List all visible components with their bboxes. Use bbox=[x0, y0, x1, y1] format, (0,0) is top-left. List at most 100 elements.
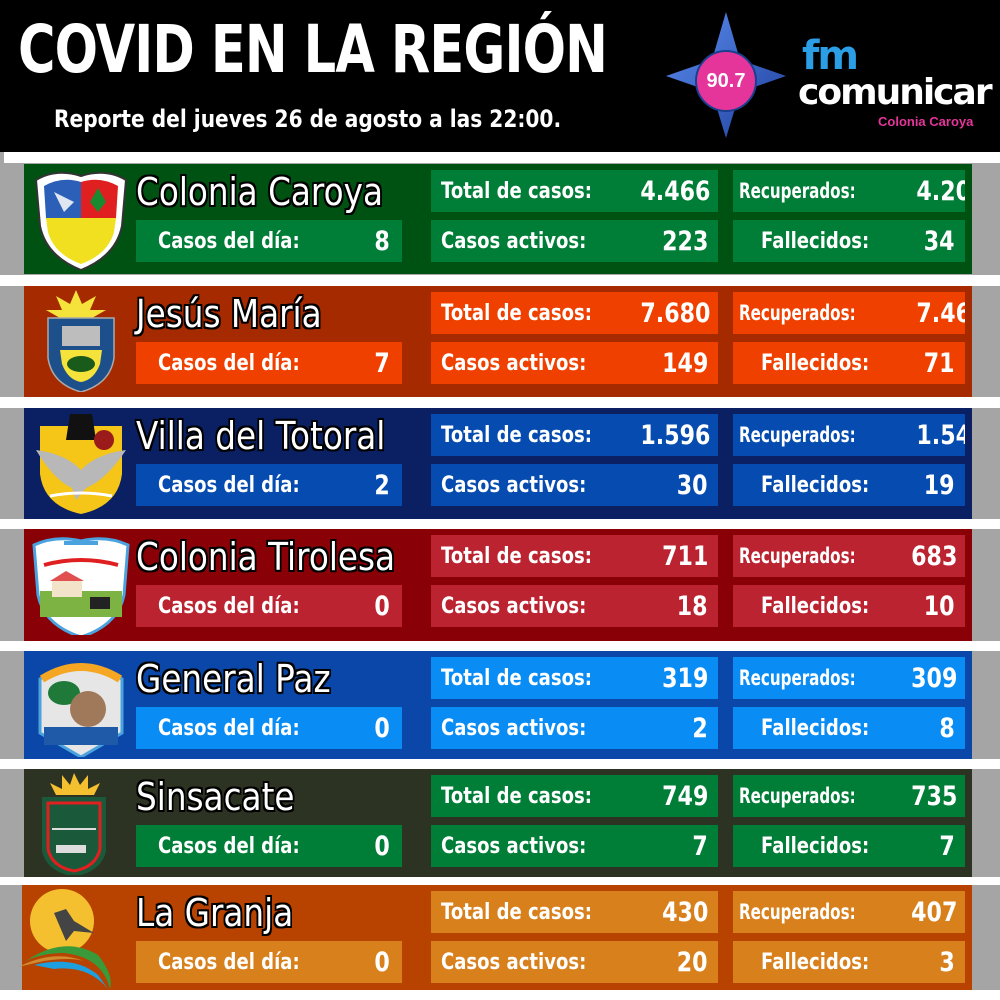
deaths-label: Fallecidos: bbox=[761, 350, 870, 376]
jesus-maria-crest-icon bbox=[46, 290, 115, 392]
recovered-label: Recuperados: bbox=[739, 666, 856, 690]
daily-cases-box: Casos del día: 0 bbox=[136, 585, 402, 627]
active-cases-label: Casos activos: bbox=[441, 593, 587, 619]
total-cases-box: Total de casos: 749 bbox=[431, 775, 718, 817]
recovered-box: Recuperados: 683 bbox=[733, 535, 965, 577]
daily-cases-box: Casos del día: 7 bbox=[136, 342, 402, 384]
active-cases-box: Casos activos: 149 bbox=[431, 342, 718, 384]
daily-cases-label: Casos del día: bbox=[158, 715, 300, 741]
active-cases-value: 20 bbox=[677, 946, 708, 978]
active-cases-value: 2 bbox=[692, 712, 708, 744]
deaths-label: Fallecidos: bbox=[761, 472, 870, 498]
total-cases-box: Total de casos: 4.466 bbox=[431, 170, 718, 212]
deaths-label: Fallecidos: bbox=[761, 949, 870, 975]
town-name: General Paz bbox=[136, 657, 331, 701]
total-cases-value: 749 bbox=[661, 780, 708, 812]
daily-cases-box: Casos del día: 0 bbox=[136, 941, 402, 983]
sinsacate-crest-icon bbox=[42, 773, 106, 875]
total-cases-value: 430 bbox=[661, 896, 708, 928]
total-cases-box: Total de casos: 430 bbox=[431, 891, 718, 933]
town-row-la-granja: La Granja Casos del día: 0 Total de casos… bbox=[18, 885, 972, 990]
recovered-label: Recuperados: bbox=[739, 784, 856, 808]
colonia-tirolesa-crest-icon bbox=[32, 537, 130, 635]
total-cases-box: Total de casos: 711 bbox=[431, 535, 718, 577]
deaths-box: Fallecidos: 3 bbox=[733, 941, 965, 983]
town-row-sinsacate: Sinsacate Casos del día: 0 Total de casos… bbox=[24, 769, 972, 877]
recovered-box: Recuperados: 4.209 bbox=[733, 170, 965, 212]
deaths-label: Fallecidos: bbox=[761, 715, 870, 741]
header-banner: COVID EN LA REGIÓN Reporte del jueves 26… bbox=[0, 0, 1000, 152]
daily-cases-label: Casos del día: bbox=[158, 350, 300, 376]
daily-cases-value: 0 bbox=[374, 830, 390, 862]
recovered-label: Recuperados: bbox=[739, 301, 856, 325]
deaths-box: Fallecidos: 71 bbox=[733, 342, 965, 384]
total-cases-value: 1.596 bbox=[640, 419, 711, 451]
deaths-label: Fallecidos: bbox=[761, 593, 870, 619]
deaths-label: Fallecidos: bbox=[761, 228, 870, 254]
deaths-box: Fallecidos: 8 bbox=[733, 707, 965, 749]
daily-cases-value: 0 bbox=[374, 590, 390, 622]
report-subtitle: Reporte del jueves 26 de agosto a las 22… bbox=[54, 105, 562, 133]
deaths-box: Fallecidos: 10 bbox=[733, 585, 965, 627]
recovered-value: 1.547 bbox=[916, 419, 965, 451]
deaths-value: 7 bbox=[939, 830, 955, 862]
radio-logo: 90.7 fm comunicar Colonia Caroya bbox=[664, 10, 1000, 140]
total-cases-label: Total de casos: bbox=[441, 899, 592, 925]
daily-cases-box: Casos del día: 2 bbox=[136, 464, 402, 506]
deaths-value: 34 bbox=[924, 225, 955, 257]
active-cases-box: Casos activos: 2 bbox=[431, 707, 718, 749]
divider bbox=[0, 877, 1000, 885]
total-cases-box: Total de casos: 319 bbox=[431, 657, 718, 699]
daily-cases-label: Casos del día: bbox=[158, 833, 300, 859]
villa-del-totoral-crest-icon bbox=[36, 414, 126, 514]
daily-cases-label: Casos del día: bbox=[158, 949, 300, 975]
active-cases-box: Casos activos: 20 bbox=[431, 941, 718, 983]
active-cases-box: Casos activos: 223 bbox=[431, 220, 718, 262]
total-cases-label: Total de casos: bbox=[441, 543, 592, 569]
total-cases-label: Total de casos: bbox=[441, 665, 592, 691]
divider bbox=[0, 397, 1000, 408]
recovered-value: 735 bbox=[911, 780, 958, 812]
active-cases-label: Casos activos: bbox=[441, 949, 587, 975]
active-cases-value: 7 bbox=[692, 830, 708, 862]
town-name: Colonia Caroya bbox=[136, 170, 384, 214]
daily-cases-value: 0 bbox=[374, 712, 390, 744]
divider bbox=[0, 759, 1000, 769]
active-cases-box: Casos activos: 7 bbox=[431, 825, 718, 867]
total-cases-label: Total de casos: bbox=[441, 422, 592, 448]
active-cases-label: Casos activos: bbox=[441, 472, 587, 498]
recovered-value: 309 bbox=[911, 662, 958, 694]
active-cases-value: 30 bbox=[677, 469, 708, 501]
town-name: La Granja bbox=[136, 891, 294, 935]
town-row-villa-del-totoral: Villa del Totoral Casos del día: 2 Total … bbox=[24, 408, 972, 519]
daily-cases-box: Casos del día: 8 bbox=[136, 220, 402, 262]
daily-cases-box: Casos del día: 0 bbox=[136, 825, 402, 867]
general-paz-crest-icon bbox=[38, 663, 124, 757]
total-cases-label: Total de casos: bbox=[441, 300, 592, 326]
daily-cases-value: 7 bbox=[374, 347, 390, 379]
town-row-jesus-maria: Jesús María Casos del día: 7 Total de cas… bbox=[24, 286, 972, 397]
recovered-box: Recuperados: 1.547 bbox=[733, 414, 965, 456]
total-cases-box: Total de casos: 1.596 bbox=[431, 414, 718, 456]
total-cases-box: Total de casos: 7.680 bbox=[431, 292, 718, 334]
deaths-value: 8 bbox=[939, 712, 955, 744]
daily-cases-label: Casos del día: bbox=[158, 593, 300, 619]
active-cases-label: Casos activos: bbox=[441, 833, 587, 859]
recovered-value: 4.209 bbox=[916, 175, 965, 207]
recovered-label: Recuperados: bbox=[739, 900, 856, 924]
logo-city: Colonia Caroya bbox=[878, 114, 974, 129]
daily-cases-value: 8 bbox=[374, 225, 390, 257]
total-cases-value: 7.680 bbox=[640, 297, 711, 329]
active-cases-box: Casos activos: 30 bbox=[431, 464, 718, 506]
recovered-value: 7.460 bbox=[916, 297, 965, 329]
deaths-value: 71 bbox=[924, 347, 955, 379]
town-name: Sinsacate bbox=[136, 775, 295, 819]
deaths-value: 10 bbox=[924, 590, 955, 622]
recovered-box: Recuperados: 407 bbox=[733, 891, 965, 933]
daily-cases-box: Casos del día: 0 bbox=[136, 707, 402, 749]
active-cases-label: Casos activos: bbox=[441, 715, 587, 741]
town-row-colonia-tirolesa: Colonia Tirolesa Casos del día: 0 Total d… bbox=[24, 529, 972, 641]
deaths-value: 19 bbox=[924, 469, 955, 501]
recovered-label: Recuperados: bbox=[739, 179, 856, 203]
active-cases-value: 18 bbox=[677, 590, 708, 622]
